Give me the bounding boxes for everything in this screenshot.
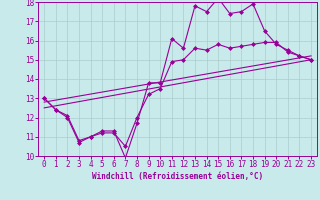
X-axis label: Windchill (Refroidissement éolien,°C): Windchill (Refroidissement éolien,°C) bbox=[92, 172, 263, 181]
